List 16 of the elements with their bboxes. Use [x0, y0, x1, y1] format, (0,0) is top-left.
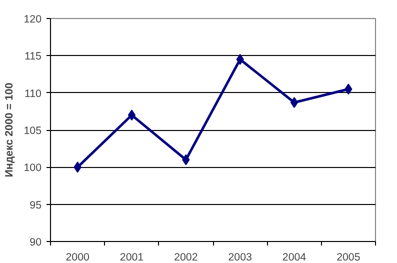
x-tick-label: 2004	[282, 252, 306, 263]
y-axis-title: Индекс 2000 = 100	[4, 82, 16, 178]
y-tick-label: 115	[24, 50, 42, 63]
x-tick-label: 2002	[174, 252, 198, 263]
y-tick-label: 110	[24, 88, 42, 100]
y-tick-label: 95	[30, 199, 42, 212]
x-tick-label: 2005	[336, 252, 360, 263]
y-tick-label: 105	[24, 125, 42, 137]
x-tick-label: 2000	[66, 252, 90, 263]
x-tick-label: 2003	[228, 252, 252, 263]
y-tick-label: 100	[24, 162, 42, 174]
x-tick-label: 2001	[120, 252, 144, 263]
y-tick-label: 120	[24, 14, 42, 26]
y-tick-label: 90	[30, 236, 42, 248]
point	[290, 96, 298, 108]
point	[128, 110, 136, 121]
